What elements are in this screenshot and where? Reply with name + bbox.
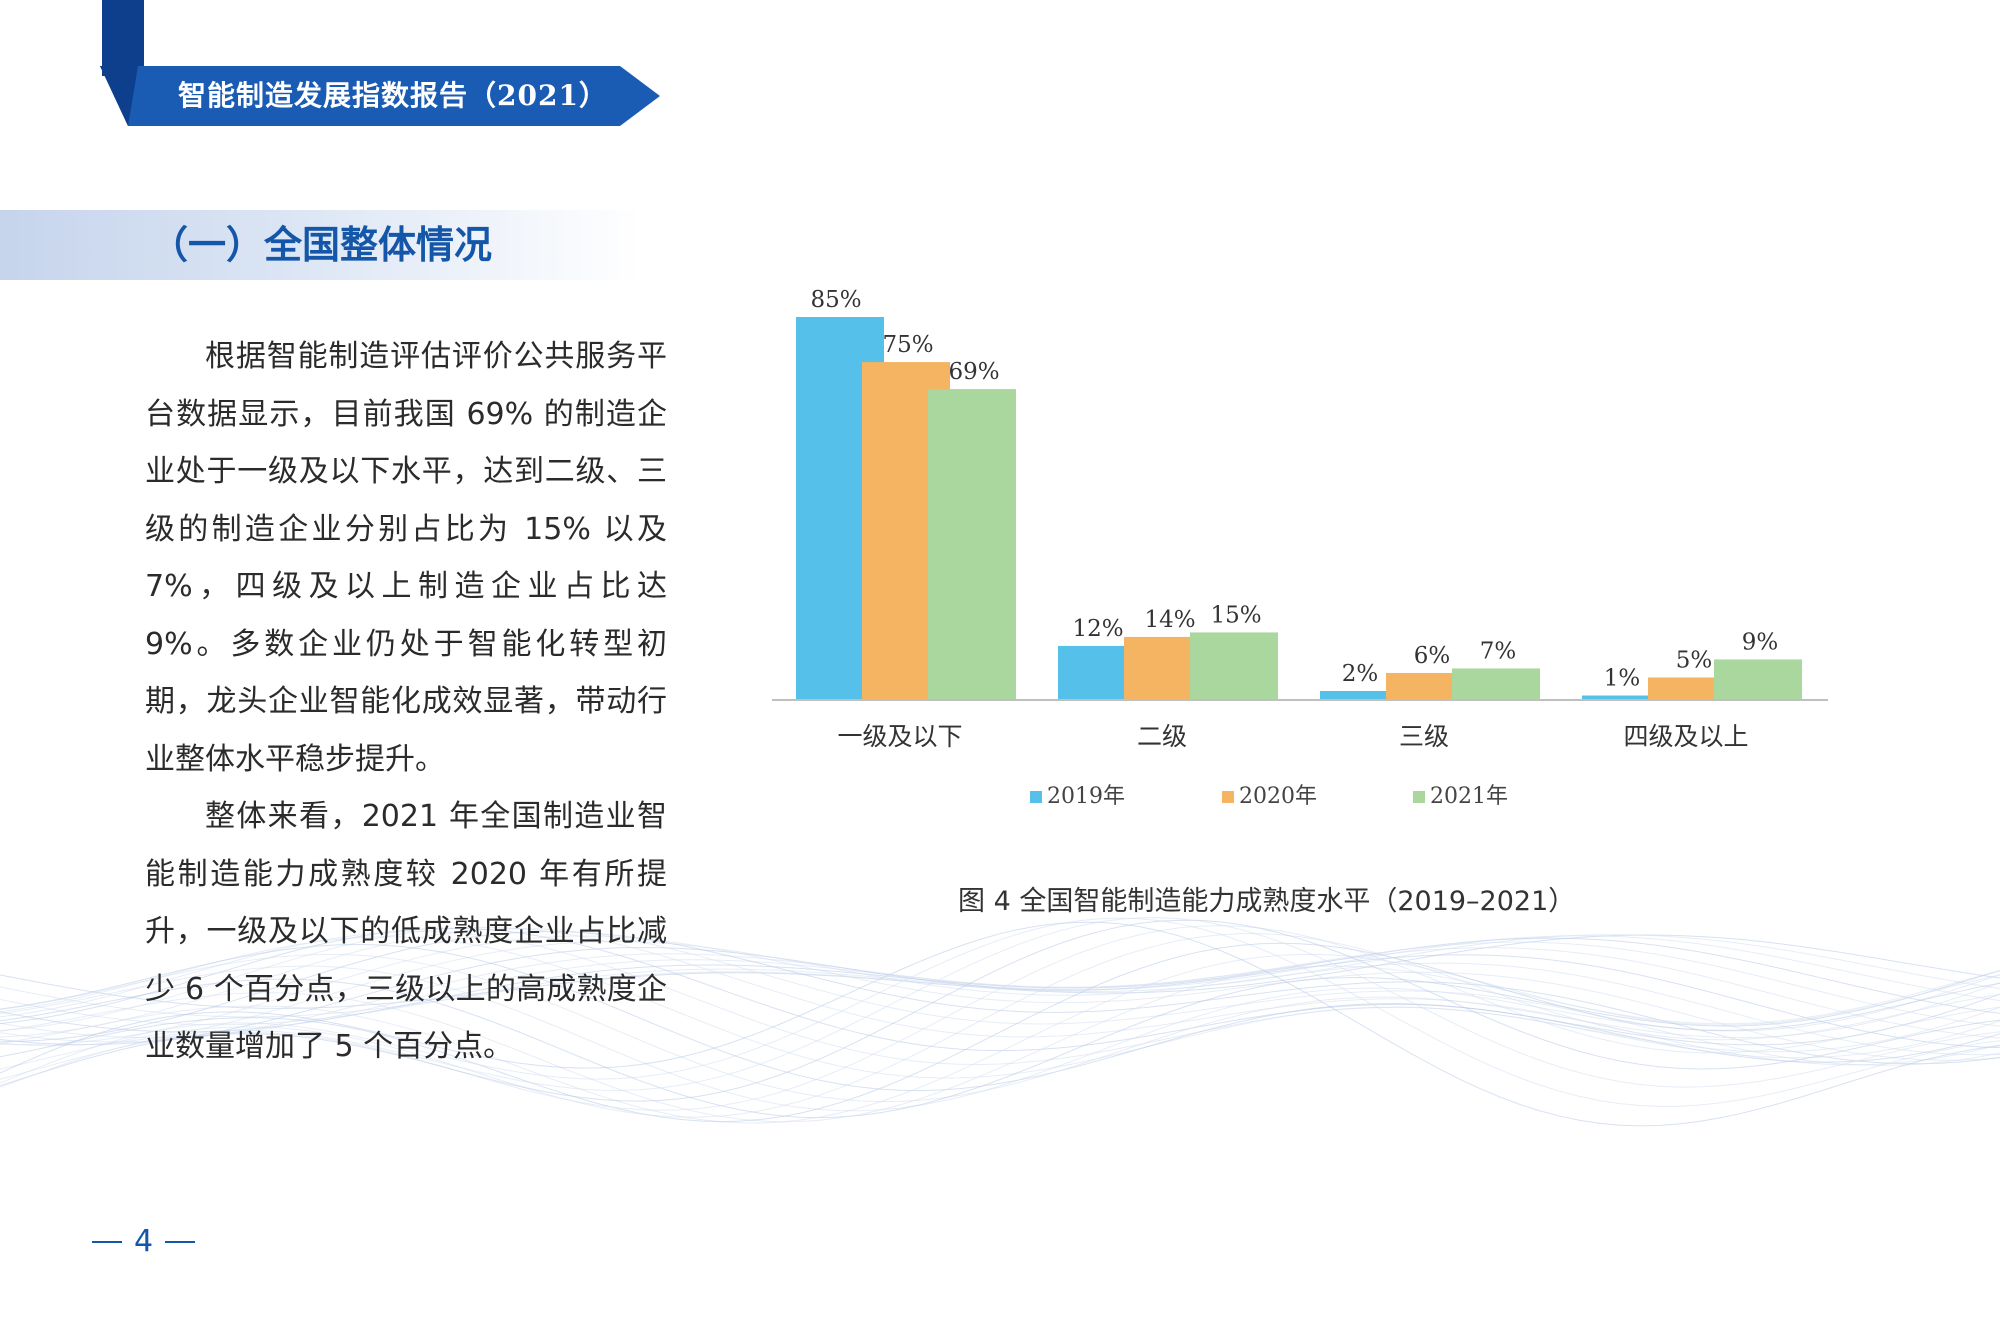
wave-line <box>0 965 2000 1123</box>
category-label-二级: 二级 <box>1137 722 1187 751</box>
wave-line <box>0 936 2000 1079</box>
wave-line <box>0 943 2000 1092</box>
bar-四级及以上-2019年 <box>1582 695 1670 700</box>
header-accent-bar <box>102 0 144 76</box>
data-label-二级-2021年: 15% <box>1210 602 1261 628</box>
wave-line <box>0 927 2000 1063</box>
data-label-二级-2020年: 14% <box>1144 607 1195 633</box>
bar-二级-2021年 <box>1190 632 1278 700</box>
wave-line <box>0 953 2000 1124</box>
data-label-三级-2021年: 7% <box>1480 638 1517 664</box>
wave-line <box>0 970 2000 1119</box>
legend-label-2020: 2020年 <box>1239 784 1317 809</box>
wave-line <box>0 942 2000 1123</box>
body-paragraph-2: 整体来看，2021 年全国制造业智能制造能力成熟度较 2020 年有所提升，一级… <box>145 799 667 1064</box>
decorative-wave-background <box>0 917 2000 1127</box>
bar-三级-2019年 <box>1320 690 1408 700</box>
wave-line <box>0 940 2000 1056</box>
category-label-一级及以下: 一级及以下 <box>837 722 962 751</box>
bar-三级-2021年 <box>1452 668 1540 700</box>
page-number-dash-right <box>165 1241 196 1243</box>
legend-swatch-2019 <box>1030 791 1042 803</box>
wave-line <box>0 928 2000 1066</box>
wave-line <box>0 917 2000 1091</box>
section-title: （一）全国整体情况 <box>150 223 493 267</box>
legend-item-2021: 2021年 <box>1413 780 1508 814</box>
wave-line <box>0 935 2000 1026</box>
report-title: 智能制造发展指数报告（2021） <box>178 79 608 112</box>
wave-line <box>0 921 2000 1127</box>
section-heading-band <box>0 210 640 280</box>
legend-swatch-2021 <box>1413 791 1425 803</box>
figure-caption: 图 4 全国智能制造能力成熟度水平（2019–2021） <box>958 886 1576 917</box>
bar-一级及以下-2021年 <box>928 389 1016 700</box>
header-ribbon <box>100 66 660 126</box>
data-label-四级及以上-2020年: 5% <box>1676 647 1713 673</box>
wave-line <box>0 917 2000 1107</box>
category-label-四级及以上: 四级及以上 <box>1623 722 1748 751</box>
body-paragraph-1: 根据智能制造评估评价公共服务平台数据显示，目前我国 69% 的制造企业处于一级及… <box>145 339 667 777</box>
bar-四级及以上-2021年 <box>1714 659 1802 700</box>
data-label-一级及以下-2021年: 69% <box>948 359 999 385</box>
legend-item-2020: 2020年 <box>1222 780 1317 814</box>
category-label-三级: 三级 <box>1399 722 1449 751</box>
maturity-bar-chart: 85% 75% 69% 一级及以下 12% 14% 15% 二级 2% 6% 7% 三级 1% 5% 9% 四… <box>772 287 1828 751</box>
page-number-dash-left <box>92 1241 122 1243</box>
data-label-四级及以上-2021年: 9% <box>1742 629 1779 655</box>
wave-line <box>0 933 2000 1118</box>
data-label-一级及以下-2019年: 85% <box>810 287 861 313</box>
data-label-四级及以上-2019年: 1% <box>1604 665 1641 691</box>
legend-swatch-2020 <box>1222 791 1234 803</box>
wave-line <box>0 926 2000 1066</box>
wave-line <box>0 919 2000 1102</box>
legend-label-2019: 2019年 <box>1047 784 1125 809</box>
data-label-二级-2019年: 12% <box>1072 616 1123 642</box>
wave-line <box>0 954 2000 1103</box>
data-label-三级-2020年: 6% <box>1414 643 1451 669</box>
legend-label-2021: 2021年 <box>1430 784 1508 809</box>
page-number-value: 4 <box>134 1224 154 1259</box>
data-label-三级-2019年: 2% <box>1342 661 1379 687</box>
wave-line <box>0 930 2000 1066</box>
wave-line <box>0 946 2000 1049</box>
wave-line <box>0 925 2000 1111</box>
legend-item-2019: 2019年 <box>1030 780 1125 814</box>
data-label-一级及以下-2020年: 75% <box>882 332 933 358</box>
page-number: 4 <box>92 1222 196 1262</box>
